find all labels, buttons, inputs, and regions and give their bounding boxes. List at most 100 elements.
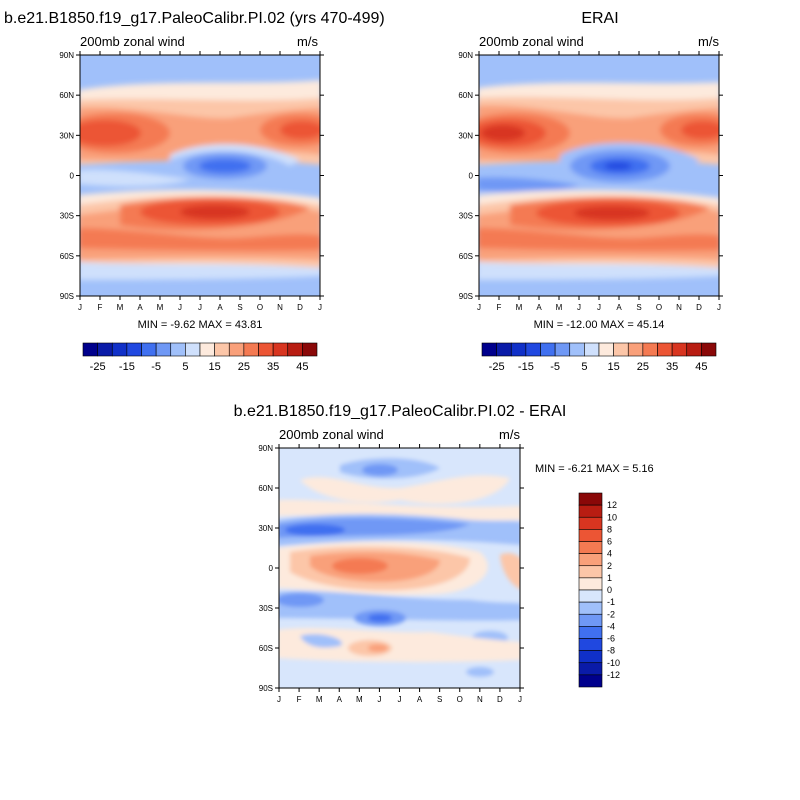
lat-tick-label: 90S (60, 292, 74, 301)
colorbar-swatch (569, 342, 585, 357)
lat-tick-label: 30S (259, 604, 273, 613)
month-tick-label: J (198, 303, 202, 312)
colorbar-swatch (578, 565, 603, 579)
lat-tick-label: 60N (458, 91, 473, 100)
month-tick-label: J (477, 303, 481, 312)
month-tick-label: A (616, 303, 622, 312)
month-tick-label: M (356, 695, 363, 704)
colorbar-label: -15 (119, 361, 135, 373)
colorbar-swatch (578, 553, 603, 567)
colorbar-label: 1 (607, 573, 612, 583)
lat-tick-label: 30N (458, 131, 473, 140)
lat-tick-label: 90N (258, 444, 273, 453)
panel-model-stats: MIN = -9.62 MAX = 43.81 (138, 319, 263, 331)
colorbar-swatch (578, 529, 603, 542)
colorbar-label: -1 (607, 597, 615, 607)
lat-tick-label: 30N (258, 524, 273, 533)
panel-diff-left-label: 200mb zonal wind (279, 427, 384, 442)
panel-erai-stats: MIN = -12.00 MAX = 45.14 (534, 319, 665, 331)
month-tick-label: J (577, 303, 581, 312)
colorbar-label: -25 (489, 361, 505, 373)
colorbar-label: -2 (607, 609, 615, 619)
colorbar-swatch (302, 342, 318, 357)
lat-tick-label: 90N (59, 51, 74, 60)
colorbar-swatch (627, 342, 644, 357)
lat-tick-label: 30S (60, 212, 74, 221)
colorbar-label: 15 (608, 361, 620, 373)
colorbar-swatch (578, 541, 603, 554)
colorbar-label: 45 (296, 361, 308, 373)
panel-erai-left-label: 200mb zonal wind (479, 34, 584, 49)
colorbar-swatch (578, 589, 603, 603)
colorbar-label: -12 (607, 670, 620, 680)
month-tick-label: O (656, 303, 662, 312)
colorbar-label: -8 (607, 646, 615, 656)
panel-diff-lat-ticks: 90N 60N 30N 0 30S 60S 90S (258, 444, 524, 693)
colorbar-label: -25 (90, 361, 106, 373)
lat-tick-label: 60N (59, 91, 74, 100)
lat-tick-label: 60N (258, 484, 273, 493)
colorbar-swatch (578, 613, 603, 627)
month-tick-label: J (717, 303, 721, 312)
colorbar-swatch (272, 342, 289, 357)
colorbar-label: 35 (267, 361, 279, 373)
lat-tick-label: 90S (259, 684, 273, 693)
month-tick-label: O (457, 695, 463, 704)
month-tick-label: M (117, 303, 124, 312)
lat-tick-label: 30S (459, 212, 473, 221)
month-tick-label: M (516, 303, 523, 312)
month-tick-label: J (78, 303, 82, 312)
colorbar-label: 12 (607, 500, 617, 510)
panel-diff-title: b.e21.B1850.f19_g17.PaleoCalibr.PI.02 - … (234, 403, 567, 420)
colorbar-label: -5 (550, 361, 560, 373)
panel-model-title: b.e21.B1850.f19_g17.PaleoCalibr.PI.02 (y… (4, 10, 385, 27)
colorbar-swatch (258, 342, 274, 357)
colorbar-swatch (686, 342, 702, 357)
month-tick-label: F (497, 303, 502, 312)
panel-model-contours (80, 55, 320, 296)
colorbar-label: 8 (607, 524, 612, 534)
panel-erai-units: m/s (698, 34, 719, 49)
month-tick-label: N (676, 303, 682, 312)
lat-tick-label: 0 (469, 172, 474, 181)
month-tick-label: D (696, 303, 702, 312)
colorbar-swatch (598, 342, 614, 357)
colorbar-swatch (657, 342, 673, 357)
lat-tick-label: 90S (459, 292, 473, 301)
panel-erai-title: ERAI (581, 10, 618, 27)
colorbar-swatch (584, 342, 600, 357)
month-tick-label: J (178, 303, 182, 312)
colorbar-swatch (578, 650, 603, 664)
colorbar-model: -25 -15 -5 5 15 25 35 45 (82, 342, 318, 373)
colorbar-swatch (510, 342, 527, 357)
colorbar-label: 15 (209, 361, 221, 373)
colorbar-label: -15 (518, 361, 534, 373)
lat-tick-label: 0 (70, 172, 75, 181)
colorbar-swatch (97, 342, 113, 357)
month-tick-label: D (297, 303, 303, 312)
lat-tick-label: 30N (59, 131, 74, 140)
colorbar-swatch (578, 504, 603, 518)
panel-model-lat-ticks: 90N 60N 30N 0 30S 60S 90S (59, 51, 324, 301)
lat-tick-label: 60S (259, 644, 273, 653)
colorbar-label: 6 (607, 537, 612, 547)
panel-erai: ERAI 200mb zonal wind m/s (458, 10, 723, 331)
colorbar-label: 0 (607, 585, 612, 595)
lat-tick-label: 0 (269, 564, 274, 573)
panel-model-left-label: 200mb zonal wind (80, 34, 185, 49)
colorbar-swatch (540, 342, 556, 357)
colorbar-swatch (578, 626, 603, 639)
colorbar-swatch (701, 342, 717, 357)
colorbar-swatch (287, 342, 303, 357)
colorbar-swatch (578, 492, 603, 506)
month-tick-label: F (98, 303, 103, 312)
colorbar-swatch (671, 342, 688, 357)
colorbar-swatch (214, 342, 230, 357)
month-tick-label: S (437, 695, 442, 704)
colorbar-label: 5 (182, 361, 188, 373)
colorbar-swatch (185, 342, 201, 357)
month-tick-label: O (257, 303, 263, 312)
